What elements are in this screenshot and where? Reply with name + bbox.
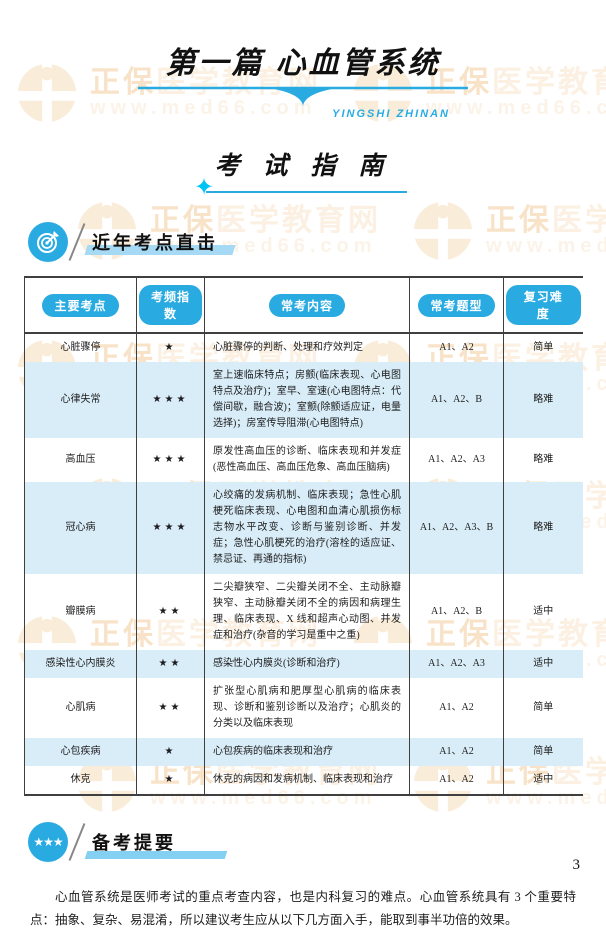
cell-stars: ★★ [136, 574, 205, 650]
cell-content: 原发性高血压的诊断、临床表现和并发症(恶性高血压、高血压危象、高血压脑病) [204, 438, 410, 482]
sparkle-icon: ✦ [194, 173, 215, 201]
part-title: 第一篇 心血管系统 [165, 47, 441, 80]
cell-topic: 心包疾病 [24, 738, 137, 766]
cell-stars: ★ [136, 766, 205, 795]
cell-types: A1、A2、A3 [409, 438, 504, 482]
cell-topic: 冠心病 [24, 482, 137, 574]
column-header: 主要考点 [24, 277, 137, 334]
slash-divider [68, 823, 86, 861]
cell-types: A1、A2 [409, 766, 504, 795]
section-prep-title: 备考提要 [84, 829, 228, 859]
table-row: 心肌病 ★★ 扩张型心肌病和肥厚型心肌病的临床表现、诊断和鉴别诊断以及治疗；心肌炎的… [25, 678, 583, 738]
cell-types: A1、A2 [409, 678, 504, 738]
cell-topic: 高血压 [65, 454, 96, 465]
cell-stars: ★★★ [136, 438, 205, 482]
column-header-pill: 考频指数 [139, 285, 202, 325]
cell-types: A1、A2、B [409, 362, 504, 438]
prep-paragraph: 心血管系统是医师考试的重点考查内容，也是内科复习的难点。心血管系统具有 3 个重… [30, 890, 576, 928]
cell-stars: ★★★ [136, 362, 205, 438]
column-header: 常考内容 [204, 277, 410, 334]
cell-stars: ★ [136, 738, 205, 766]
table-row: 冠心病 ★★★ 心绞痛的发病机制、临床表现；急性心肌梗死临床表现、心电图和血清心肌损… [24, 482, 583, 574]
table-row: 休克 ★ 休克的病因和发病机制、临床表现和治疗 A1、A2 适中 [25, 766, 583, 795]
table-header-row: 主要考点 考频指数 常考内容 常考题型 复习难度 [24, 277, 583, 334]
page-number: 3 [572, 857, 581, 873]
cell-content: 心脏骤停的判断、处理和疗效判定 [204, 333, 410, 362]
table-row: 高血压 ★★★ 原发性高血压的诊断、临床表现和并发症(恶性高血压、高血压危象、高血压… [25, 438, 583, 482]
column-header-pill: 主要考点 [42, 293, 119, 317]
cell-difficulty: 略难 [503, 482, 583, 574]
column-header-pill: 常考题型 [418, 293, 495, 317]
cell-types: A1、A2、A3、B [409, 482, 504, 574]
cell-content: 扩张型心肌病和肥厚型心肌病的临床表现、诊断和鉴别诊断以及治疗；心肌炎的分类以及临… [204, 678, 410, 738]
section-hotspots-header: 近年考点直击 [28, 222, 606, 262]
cell-topic: 瓣膜病 [65, 606, 96, 617]
cell-types: A1、A2、A3 [409, 650, 504, 678]
column-header-pill: 常考内容 [268, 293, 345, 317]
cell-stars: ★★★ [136, 482, 205, 574]
cell-difficulty: 略难 [503, 438, 583, 482]
section-prep-header: ★★★ 备考提要 [28, 822, 606, 862]
slash-divider [68, 223, 86, 261]
table-row: 心包疾病 ★ 心包疾病的临床表现和治疗 A1、A2 简单 [24, 738, 583, 766]
cell-topic: 心肌病 [65, 702, 96, 713]
cell-difficulty: 适中 [503, 574, 583, 650]
column-header: 考频指数 [136, 277, 205, 334]
table-row: 心脏骤停 ★ 心脏骤停的判断、处理和疗效判定 A1、A2 简单 [25, 333, 583, 362]
part-divider-line [138, 86, 468, 106]
cell-stars: ★★ [136, 678, 205, 738]
cell-difficulty: 略难 [503, 362, 583, 438]
column-header: 常考题型 [409, 277, 504, 334]
section-hotspots-title: 近年考点直击 [84, 229, 236, 255]
cell-stars: ★ [136, 333, 205, 362]
column-header-pill: 复习难度 [506, 285, 581, 325]
part-subtitle: YINGSHI ZHINAN [332, 108, 450, 120]
cell-difficulty: 适中 [503, 766, 583, 795]
cell-topic: 感染性心内膜炎 [24, 650, 137, 678]
cell-difficulty: 适中 [503, 650, 583, 678]
cell-topic: 休克 [70, 774, 91, 785]
cell-content: 室上速临床特点；房颤(临床表现、心电图特点及治疗)；室早、室速(心电图特点：代偿… [204, 362, 410, 438]
cell-topic: 心律失常 [24, 362, 137, 438]
target-icon [28, 222, 68, 262]
exam-points-table: 主要考点 考频指数 常考内容 常考题型 复习难度 心脏骤停 ★ 心脏骤停的判断、处理和疗效判… [24, 276, 583, 796]
cell-difficulty: 简单 [503, 333, 583, 362]
cell-content: 心绞痛的发病机制、临床表现；急性心肌梗死临床表现、心电图和血清心肌损伤标志物水平… [204, 482, 410, 574]
stars-icon: ★★★ [28, 822, 68, 862]
cell-stars: ★★ [136, 650, 205, 678]
guide-underline: ✦ [192, 175, 407, 200]
cell-types: A1、A2 [409, 738, 504, 766]
cell-content: 休克的病因和发病机制、临床表现和治疗 [204, 766, 410, 795]
cell-content: 感染性心内膜炎(诊断和治疗) [204, 650, 410, 678]
cell-content: 二尖瓣狭窄、二尖瓣关闭不全、主动脉瓣狭窄、主动脉瓣关闭不全的病因和病理生理、临床… [204, 574, 410, 650]
exam-table-body: 心脏骤停 ★ 心脏骤停的判断、处理和疗效判定 A1、A2 简单 心律失常 ★★★ 室上速临床特… [24, 333, 583, 795]
table-row: 瓣膜病 ★★ 二尖瓣狭窄、二尖瓣关闭不全、主动脉瓣狭窄、主动脉瓣关闭不全的病因和病理… [25, 574, 583, 650]
table-row: 心律失常 ★★★ 室上速临床特点；房颤(临床表现、心电图特点及治疗)；室早、室速(心… [24, 362, 583, 438]
table-row: 感染性心内膜炎 ★★ 感染性心内膜炎(诊断和治疗) A1、A2、A3 适中 [24, 650, 583, 678]
cell-types: A1、A2、B [409, 574, 504, 650]
cell-content: 心包疾病的临床表现和治疗 [204, 738, 410, 766]
cell-types: A1、A2 [409, 333, 504, 362]
cell-topic: 心脏骤停 [60, 342, 101, 353]
cell-difficulty: 简单 [503, 678, 583, 738]
cell-difficulty: 简单 [503, 738, 583, 766]
column-header: 复习难度 [503, 277, 583, 334]
guide-title: 考 试 指 南 [214, 152, 392, 180]
